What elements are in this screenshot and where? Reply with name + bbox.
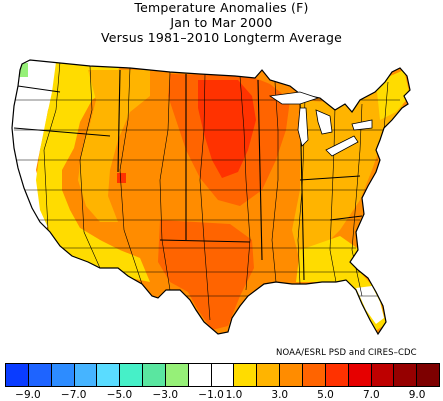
region-colorado-red <box>117 173 126 183</box>
region-west-light-orange <box>78 70 150 222</box>
legend-swatch <box>120 364 144 386</box>
legend-tick-label: 5.0 <box>317 389 334 401</box>
legend-swatch <box>302 364 326 386</box>
legend-tick-label: 3.0 <box>271 389 289 401</box>
region-west-yellow <box>36 62 130 272</box>
legend-swatch <box>165 364 189 386</box>
legend-tick-label: 7.0 <box>362 389 380 401</box>
lake-huron <box>315 109 333 135</box>
legend-swatch <box>51 364 75 386</box>
legend-swatch <box>28 364 52 386</box>
legend-tick-labels: −9.0 −7.0 −5.0 −3.0 −1.0 1.0 3.0 5.0 7.0 9.0 <box>0 389 443 401</box>
legend-swatch <box>417 364 440 386</box>
legend-tick-label: −7.0 <box>60 389 87 401</box>
lake-ontario <box>351 119 373 131</box>
region-southeast-yellow <box>296 236 386 332</box>
legend-tick-label: 9.0 <box>408 389 426 401</box>
color-legend <box>5 363 440 387</box>
legend-tick-label: 1.0 <box>225 389 243 401</box>
lake-erie <box>325 135 359 157</box>
legend-tick-label: −5.0 <box>106 389 133 401</box>
legend-swatch <box>280 364 303 386</box>
legend-swatch <box>348 364 372 386</box>
us-outline <box>11 59 411 336</box>
legend-swatch <box>6 364 29 386</box>
map-title: Temperature Anomalies (F) <box>134 0 309 15</box>
anomaly-fill-layer <box>12 60 410 334</box>
legend-swatch <box>234 364 258 386</box>
region-washington-green <box>19 63 28 77</box>
region-florida-near-zero <box>356 286 384 324</box>
legend-swatch <box>325 364 349 386</box>
legend-swatch <box>394 364 418 386</box>
legend-swatch <box>97 364 121 386</box>
legend-swatch <box>211 364 235 386</box>
legend-swatch <box>371 364 395 386</box>
legend-swatch <box>74 364 98 386</box>
title-block: Temperature Anomalies (F) Jan to Mar 200… <box>0 0 443 45</box>
map-baseline: Versus 1981–2010 Longterm Average <box>100 30 343 45</box>
region-southwest-yellow <box>40 228 150 282</box>
map-period: Jan to Mar 2000 <box>170 15 273 30</box>
legend-swatch <box>188 364 212 386</box>
legend-swatch <box>257 364 281 386</box>
legend-swatch <box>143 364 166 386</box>
region-plains-red <box>198 80 256 178</box>
legend-tick-label: −1.0 <box>198 389 224 401</box>
data-credit: NOAA/ESRL PSD and CIRES–CDC <box>276 348 417 358</box>
legend-tick-label: −9.0 <box>15 389 41 401</box>
lake-superior <box>268 91 320 105</box>
region-texas <box>158 220 254 330</box>
lake-michigan <box>297 107 309 147</box>
legend-tick-label: −3.0 <box>152 389 179 401</box>
